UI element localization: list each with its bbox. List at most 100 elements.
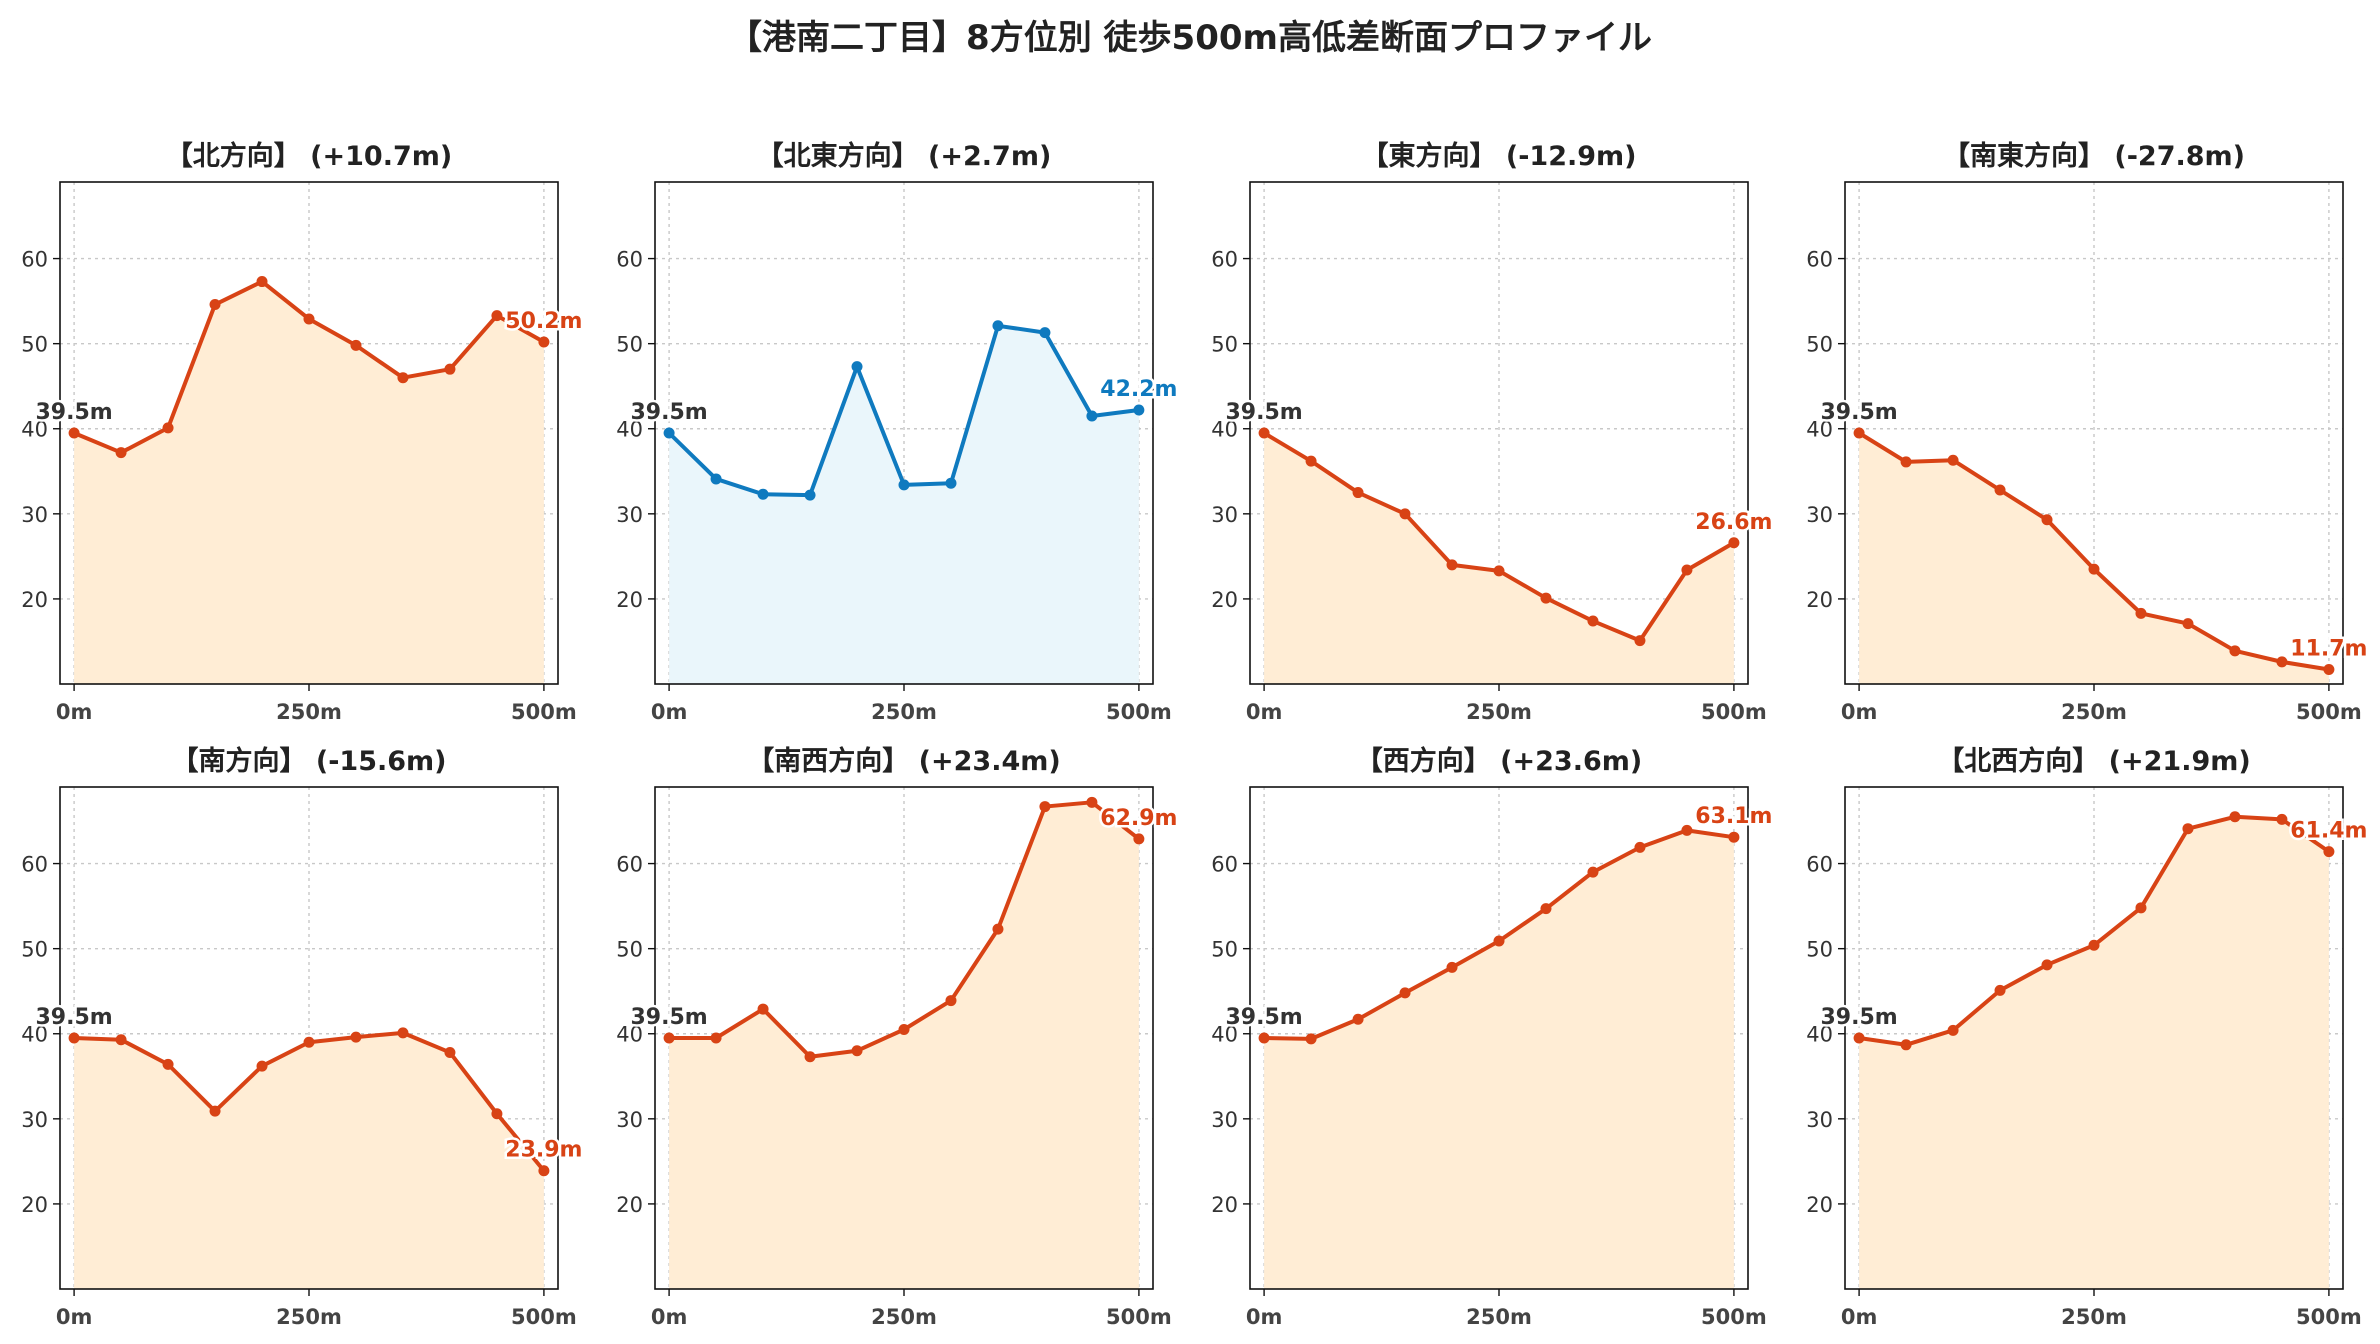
y-tick-label: 20 [21, 588, 48, 612]
y-tick-label: 40 [21, 418, 48, 442]
data-point [1728, 831, 1740, 843]
y-tick-label: 60 [21, 853, 48, 877]
data-point [1352, 1013, 1364, 1025]
y-tick-label: 50 [616, 938, 643, 962]
data-point [162, 422, 174, 434]
y-tick-label: 60 [1806, 248, 1833, 272]
y-tick-label: 40 [1211, 418, 1238, 442]
data-point [2041, 514, 2053, 526]
x-tick-label: 500m [511, 700, 577, 724]
x-tick-label: 250m [2061, 1305, 2127, 1329]
data-point [538, 336, 550, 348]
elevation-area [1264, 433, 1734, 684]
elevation-area [74, 1032, 544, 1289]
data-point [1399, 508, 1411, 520]
x-tick-label: 250m [871, 1305, 937, 1329]
y-tick-label: 30 [1211, 503, 1238, 527]
data-point [1587, 615, 1599, 627]
data-point [68, 1032, 80, 1044]
data-point [804, 489, 816, 501]
subplot-8: 【北西方向】 (+21.9m) 20 30 40 50 60 0m 250m 500m 39.5m… [1806, 745, 2370, 1329]
y-tick-label: 20 [1211, 588, 1238, 612]
start-elevation-label: 39.5m [630, 1005, 707, 1030]
subplot-1: 【北方向】 (+10.7m) 20 30 40 50 60 0m 250m 500m 39.5m 5… [21, 140, 585, 724]
data-point [945, 477, 957, 489]
data-point [992, 320, 1004, 332]
data-point [663, 427, 675, 439]
y-tick-label: 30 [1806, 503, 1833, 527]
data-point [1853, 1032, 1865, 1044]
data-point [992, 923, 1004, 935]
data-point [757, 1003, 769, 1015]
data-point [397, 1027, 409, 1039]
data-point [1399, 987, 1411, 999]
data-point [1728, 537, 1740, 549]
subplot-3: 【東方向】 (-12.9m) 20 30 40 50 60 0m 250m 500m 39.5m 2… [1211, 140, 1775, 724]
elevation-area [74, 281, 544, 684]
data-point [663, 1032, 675, 1044]
x-tick-label: 500m [511, 1305, 577, 1329]
data-point [710, 473, 722, 485]
data-point [350, 1031, 362, 1043]
start-elevation-label: 39.5m [1820, 1005, 1897, 1030]
start-elevation-label: 39.5m [1225, 400, 1302, 425]
data-point [115, 447, 127, 459]
start-elevation-label: 39.5m [35, 400, 112, 425]
data-point [1681, 564, 1693, 576]
data-point [1681, 824, 1693, 836]
data-point [1305, 1033, 1317, 1045]
data-point [710, 1032, 722, 1044]
data-point [804, 1051, 816, 1063]
data-point [303, 1036, 315, 1048]
data-point [2229, 645, 2241, 657]
data-point [1133, 404, 1145, 416]
x-tick-label: 500m [1106, 700, 1172, 724]
y-tick-label: 30 [21, 503, 48, 527]
y-tick-label: 20 [616, 1193, 643, 1217]
end-elevation-label: 63.1m [1695, 804, 1772, 829]
subplot-title: 【南東方向】 (-27.8m) [1943, 140, 2245, 172]
y-tick-label: 30 [21, 1108, 48, 1132]
y-tick-label: 20 [21, 1193, 48, 1217]
start-elevation-label: 39.5m [1820, 400, 1897, 425]
subplot-title: 【西方向】 (+23.6m) [1356, 745, 1642, 777]
y-tick-label: 40 [616, 418, 643, 442]
elevation-area [669, 325, 1139, 684]
data-point [1446, 559, 1458, 571]
y-tick-label: 50 [21, 333, 48, 357]
y-tick-label: 60 [616, 248, 643, 272]
x-tick-label: 0m [651, 1305, 688, 1329]
data-point [945, 995, 957, 1007]
x-tick-label: 500m [2296, 700, 2362, 724]
y-tick-label: 30 [1211, 1108, 1238, 1132]
x-tick-label: 0m [1841, 1305, 1878, 1329]
end-elevation-label: 26.6m [1695, 510, 1772, 535]
x-tick-label: 0m [56, 1305, 93, 1329]
x-tick-label: 0m [1246, 1305, 1283, 1329]
x-tick-label: 250m [276, 700, 342, 724]
data-point [2135, 902, 2147, 914]
data-point [1994, 984, 2006, 996]
x-tick-label: 500m [2296, 1305, 2362, 1329]
data-point [1493, 935, 1505, 947]
x-tick-label: 250m [2061, 700, 2127, 724]
y-tick-label: 20 [1211, 1193, 1238, 1217]
y-tick-label: 20 [1806, 588, 1833, 612]
y-tick-label: 20 [616, 588, 643, 612]
x-tick-label: 500m [1701, 1305, 1767, 1329]
x-tick-label: 500m [1106, 1305, 1172, 1329]
end-elevation-label: 23.9m [505, 1138, 582, 1163]
data-point [851, 1045, 863, 1057]
data-point [68, 427, 80, 439]
data-point [2041, 959, 2053, 971]
data-point [1587, 866, 1599, 878]
y-tick-label: 40 [1211, 1023, 1238, 1047]
start-elevation-label: 39.5m [1225, 1005, 1302, 1030]
data-point [444, 1046, 456, 1058]
data-point [115, 1034, 127, 1046]
data-point [1634, 635, 1646, 647]
data-point [1039, 327, 1051, 339]
data-point [256, 1060, 268, 1072]
